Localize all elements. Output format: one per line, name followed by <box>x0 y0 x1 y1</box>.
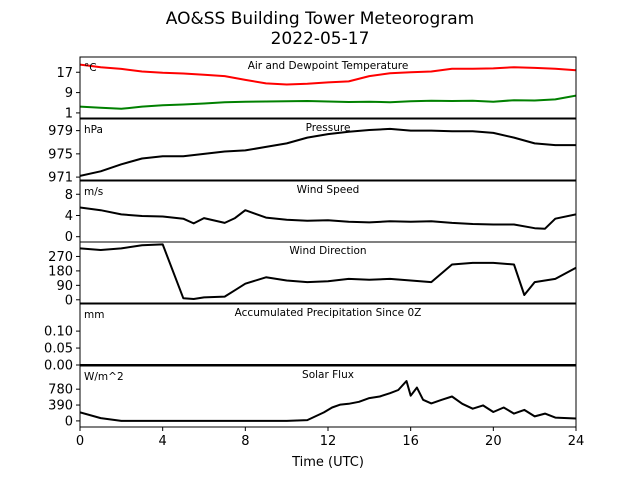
y-tick-label-wind_direction-1: 90 <box>56 279 73 294</box>
panel-frame-pressure <box>79 118 577 181</box>
x-axis-label: Time (UTC) <box>291 455 364 470</box>
x-axis: 0 4 8 12 16 20 24 <box>76 427 584 449</box>
panels-group: 1 9 17 Air and Dewpoint Temperature °C 971 975… <box>44 56 577 429</box>
y-tick-label-wind_speed-1: 4 <box>65 209 73 224</box>
series-line-wind_speed-0 <box>80 206 576 230</box>
panel-title-wind_speed: Wind Speed <box>297 184 360 196</box>
x-tick-label-4: 16 <box>402 434 419 449</box>
panel-unit-solar_flux: W/m^2 <box>84 371 124 383</box>
series-line-wind_direction-0 <box>80 243 576 300</box>
panel-title-solar_flux: Solar Flux <box>302 369 354 381</box>
panel-wind_speed: 0 4 8 Wind Speed m/s <box>65 180 577 245</box>
y-tick-label-solar_flux-0: 0 <box>65 414 73 429</box>
panel-frame-precipitation <box>79 303 577 366</box>
y-tick-label-wind_direction-2: 180 <box>48 264 73 279</box>
y-tick-label-temperature-1: 9 <box>65 86 73 101</box>
chart-title: AO&SS Building Tower Meteorogram <box>166 9 474 29</box>
y-tick-label-temperature-0: 1 <box>65 106 73 121</box>
y-tick-label-precipitation-0: 0.00 <box>44 359 73 374</box>
x-tick-label-6: 24 <box>568 434 585 449</box>
panel-title-precipitation: Accumulated Precipitation Since 0Z <box>235 307 422 319</box>
series-line-temperature-1 <box>80 94 576 110</box>
y-tick-label-precipitation-1: 0.05 <box>44 342 73 357</box>
y-tick-label-wind_speed-2: 8 <box>65 188 73 203</box>
chart-subtitle: 2022-05-17 <box>271 29 370 49</box>
series-line-pressure-0 <box>80 127 576 177</box>
series-line-temperature-0 <box>80 63 576 86</box>
panel-temperature: 1 9 17 Air and Dewpoint Temperature °C <box>56 56 577 121</box>
y-tick-label-pressure-2: 979 <box>48 124 73 139</box>
y-tick-label-pressure-0: 971 <box>48 171 73 186</box>
series-line-solar_flux-0 <box>80 380 576 422</box>
panel-title-temperature: Air and Dewpoint Temperature <box>248 60 409 72</box>
y-tick-label-precipitation-2: 0.10 <box>44 325 73 340</box>
panel-unit-pressure: hPa <box>84 124 103 136</box>
y-tick-label-wind_direction-0: 0 <box>65 293 73 308</box>
panel-title-wind_direction: Wind Direction <box>289 245 366 257</box>
y-tick-label-wind_direction-3: 270 <box>48 250 73 265</box>
x-tick-label-1: 4 <box>159 434 167 449</box>
x-tick-label-3: 12 <box>320 434 337 449</box>
x-tick-label-0: 0 <box>76 434 84 449</box>
panel-frame-temperature <box>79 56 577 119</box>
x-tick-label-2: 8 <box>241 434 249 449</box>
y-tick-label-wind_speed-0: 0 <box>65 230 73 245</box>
y-tick-label-pressure-1: 975 <box>48 147 73 162</box>
y-tick-label-solar_flux-2: 780 <box>48 383 73 398</box>
y-tick-label-temperature-2: 17 <box>56 66 73 81</box>
panel-unit-precipitation: mm <box>84 309 104 321</box>
panel-pressure: 971 975 979 Pressure hPa <box>48 118 577 186</box>
panel-precipitation: 0.00 0.05 0.10 Accumulated Precipitation Si… <box>44 303 577 374</box>
panel-frame-wind_direction <box>79 241 577 304</box>
y-tick-label-solar_flux-1: 390 <box>48 399 73 414</box>
panel-title-pressure: Pressure <box>306 122 351 134</box>
panel-unit-temperature: °C <box>84 62 97 74</box>
x-tick-label-5: 20 <box>485 434 502 449</box>
panel-unit-wind_speed: m/s <box>84 186 103 198</box>
